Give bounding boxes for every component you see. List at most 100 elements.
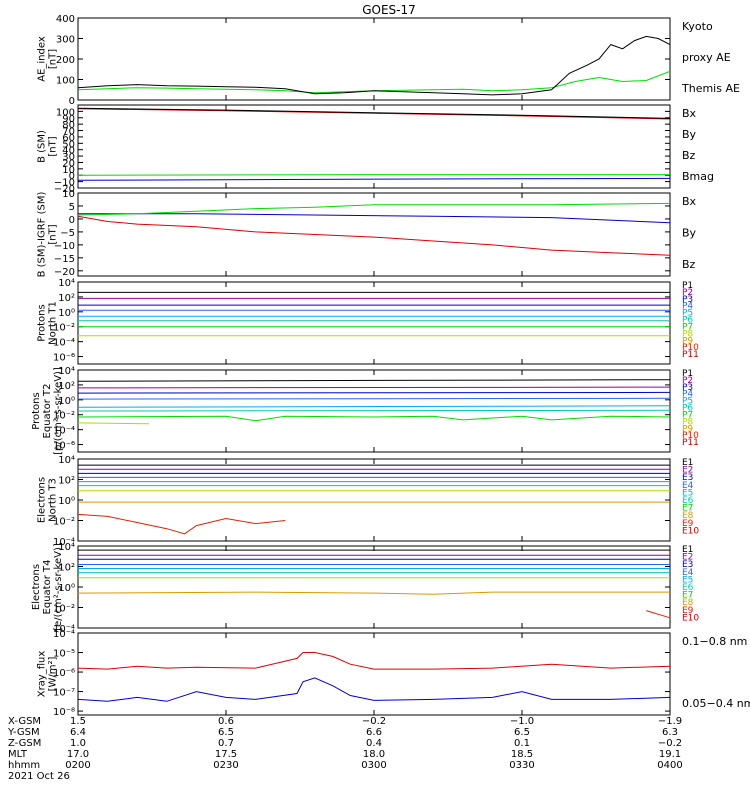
series-line (77, 108, 671, 120)
x-tick-value: −0.2 (362, 716, 386, 727)
y-tick-label: 60 (62, 133, 75, 144)
y-tick-label: 10⁴ (58, 542, 75, 553)
series-line (77, 652, 671, 670)
y-tick-label: 10⁰ (58, 496, 75, 507)
y-tick-label: 10⁻⁴ (53, 629, 75, 640)
legend-entry: E8 (682, 511, 694, 521)
y-tick-label: −10 (54, 241, 75, 252)
x-tick-value: 0330 (509, 760, 534, 771)
y-tick-label: 10⁻² (53, 323, 75, 334)
series-line (77, 513, 286, 535)
panel-frame (77, 632, 671, 716)
legend-entry: E7 (682, 591, 693, 601)
legend-entry: Bmag (682, 170, 714, 183)
y-tick-label: 10⁰ (58, 308, 75, 319)
legend-entry: E7 (682, 504, 693, 514)
legend-entry: P2 (682, 376, 693, 386)
y-tick-label: 10 (62, 189, 75, 200)
y-tick-label: −20 (54, 184, 75, 195)
x-tick-value: 6.3 (662, 727, 678, 738)
legend-entry: E8 (682, 598, 694, 608)
legend-entry: E2 (682, 553, 693, 563)
x-tick-value: 18.0 (363, 749, 385, 760)
y-axis-label: North T3 (48, 478, 59, 522)
y-tick-label: 10⁻⁶ (53, 353, 75, 364)
y-tick-label: 5 (69, 202, 75, 213)
legend-entry: P10 (682, 431, 699, 441)
legend-entry: E6 (682, 583, 694, 593)
y-tick-label: −5 (60, 228, 75, 239)
y-tick-label: 10⁻⁶ (53, 668, 75, 679)
y-axis-label: Equator T2 (42, 384, 53, 439)
series-line (646, 610, 671, 619)
series-line (77, 422, 150, 425)
chart-title: GOES-17 (362, 3, 416, 17)
legend-entry: P9 (682, 336, 693, 346)
y-axis-label: Electrons (31, 564, 42, 610)
x-tick-value: 0300 (361, 760, 386, 771)
y-tick-label: 70 (62, 127, 75, 138)
y-tick-label: 10⁴ (58, 455, 75, 466)
y-tick-label: 100 (56, 107, 75, 118)
series-line (77, 391, 671, 394)
x-tick-value: 1.5 (70, 716, 86, 727)
legend-entry: E3 (682, 473, 693, 483)
legend-entry: E1 (682, 458, 693, 468)
panel-en: 10⁻⁴ 10⁻² 10⁰ 10² 10⁴ Electrons North T3 E1E2E3… (37, 455, 700, 548)
legend-entry: By (682, 227, 697, 240)
legend-entry: P2 (682, 288, 693, 298)
legend-entry: P5 (682, 397, 693, 407)
legend-entry: P5 (682, 309, 693, 319)
series-line (77, 35, 671, 96)
y-tick-label: 10⁴ (58, 278, 75, 289)
y-tick-label: 100 (56, 76, 75, 87)
legend-entry: E9 (682, 606, 694, 616)
y-tick-label: 10⁻⁵ (53, 649, 75, 660)
legend-entry: E4 (682, 568, 694, 578)
series-line (77, 174, 670, 176)
legend-entry: P1 (682, 281, 693, 291)
y-tick-label: 10⁰ (58, 583, 75, 594)
y-tick-label: 10⁻⁴ (53, 338, 75, 349)
x-tick-value: 19.1 (659, 749, 681, 760)
series-line (77, 386, 671, 389)
legend-entry: 0.1−0.8 nm (682, 635, 747, 648)
y-tick-label: 10 (62, 165, 75, 176)
legend-entry: P7 (682, 322, 693, 332)
panel-pn: 10⁻⁶ 10⁻⁴ 10⁻² 10⁰ 10² 10⁴ Protons North T1 P1P2… (37, 278, 699, 365)
legend-entry: Bz (682, 258, 696, 271)
legend-entry: P3 (682, 383, 693, 393)
y-tick-label: 0 (69, 215, 75, 226)
y-tick-label: −20 (54, 267, 75, 278)
series-line (77, 415, 671, 422)
y-tick-label: 10⁻⁶ (53, 441, 75, 452)
legend-entry: E5 (682, 488, 693, 498)
legend-entry: P6 (682, 404, 693, 414)
series-line (78, 213, 671, 224)
legend-entry: By (682, 128, 697, 141)
y-tick-label: 40 (62, 146, 75, 157)
y-tick-label: 10⁻² (53, 604, 75, 615)
x-tick-value: −0.2 (658, 738, 682, 749)
legend-entry: P4 (682, 390, 693, 400)
y-axis-label: [nT] (48, 49, 59, 69)
y-axis-label: AE_index (37, 36, 48, 82)
x-row-label: X-GSM (8, 716, 41, 727)
x-tick-value: 18.5 (511, 749, 533, 760)
series-line (77, 677, 671, 702)
x-tick-value: 17.5 (215, 749, 237, 760)
y-tick-label: 10⁻⁸ (53, 707, 75, 718)
x-tick-value: −1.9 (658, 716, 682, 727)
x-tick-value: −1.0 (510, 716, 534, 727)
x-tick-value: 17.0 (67, 749, 89, 760)
x-tick-value: 6.6 (366, 727, 382, 738)
y-tick-label: 90 (62, 114, 75, 125)
y-axis-label: [nT] (48, 136, 59, 156)
y-axis-label: Protons (37, 304, 48, 341)
legend-entry: E9 (682, 519, 694, 529)
legend-entry: Themis AE (681, 82, 740, 95)
y-tick-label: 0 (69, 171, 75, 182)
series-line (77, 379, 671, 382)
